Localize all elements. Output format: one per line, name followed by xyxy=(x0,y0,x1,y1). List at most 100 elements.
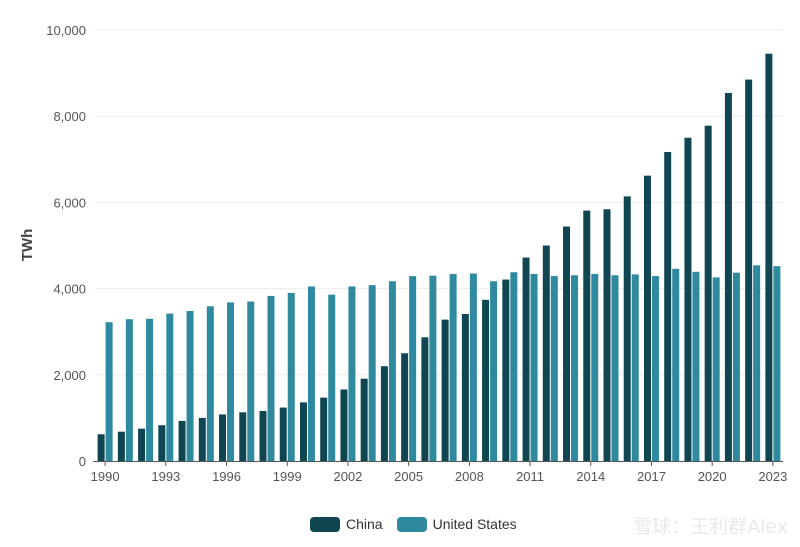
bar-china-2022[interactable] xyxy=(745,79,753,461)
bar-china-2015[interactable] xyxy=(603,209,611,461)
bar-china-1992[interactable] xyxy=(138,428,146,461)
bar-united-states-2015[interactable] xyxy=(611,275,619,461)
bar-china-2003[interactable] xyxy=(360,378,368,461)
bar-china-2023[interactable] xyxy=(765,53,773,461)
x-tick-label: 2020 xyxy=(698,469,727,484)
bar-china-1990[interactable] xyxy=(97,434,105,461)
bar-china-2013[interactable] xyxy=(563,226,571,461)
x-axis: 1990 1993 1996 1999 2002 2005 2008 2011 2014 2017… xyxy=(91,461,787,484)
bar-china-2008[interactable] xyxy=(461,314,469,461)
legend-item-united-states[interactable]: United States xyxy=(396,516,517,532)
bar-united-states-2000[interactable] xyxy=(307,286,315,461)
bar-china-1991[interactable] xyxy=(117,431,125,461)
bar-china-2007[interactable] xyxy=(441,319,449,461)
legend-label-china: China xyxy=(346,516,383,532)
y-axis: 0 2,000 4,000 6,000 8,000 10,000 xyxy=(46,23,86,469)
bar-china-1996[interactable] xyxy=(219,414,227,461)
bar-united-states-1991[interactable] xyxy=(125,319,133,461)
bar-united-states-2007[interactable] xyxy=(449,273,457,461)
bar-united-states-2008[interactable] xyxy=(469,273,477,461)
grid-lines xyxy=(95,29,783,376)
bar-united-states-2010[interactable] xyxy=(510,272,518,461)
bar-united-states-2003[interactable] xyxy=(368,285,376,461)
bar-united-states-2019[interactable] xyxy=(692,271,700,461)
bar-united-states-2016[interactable] xyxy=(631,274,639,461)
x-tick-label: 2008 xyxy=(455,469,484,484)
bar-china-2000[interactable] xyxy=(299,402,307,461)
y-tick-label: 4,000 xyxy=(53,282,86,297)
bars xyxy=(97,53,781,462)
bar-united-states-2005[interactable] xyxy=(409,276,417,461)
bar-united-states-2017[interactable] xyxy=(651,276,659,461)
bar-china-1999[interactable] xyxy=(279,407,287,461)
bar-china-2009[interactable] xyxy=(482,299,490,461)
bar-china-2006[interactable] xyxy=(421,337,429,461)
bar-china-2014[interactable] xyxy=(583,210,591,461)
bar-united-states-2002[interactable] xyxy=(348,286,356,461)
x-tick-label: 2014 xyxy=(576,469,605,484)
bar-united-states-2023[interactable] xyxy=(773,266,781,461)
legend-label-united-states: United States xyxy=(432,516,517,532)
watermark: 雪球：王利群Alex xyxy=(633,516,788,538)
bar-china-2002[interactable] xyxy=(340,389,348,461)
legend-swatch-united-states xyxy=(396,516,427,532)
bar-united-states-2013[interactable] xyxy=(571,275,579,461)
bar-united-states-1995[interactable] xyxy=(206,306,214,461)
bar-united-states-1997[interactable] xyxy=(247,301,255,461)
bar-china-2018[interactable] xyxy=(664,151,672,461)
legend-swatch-china xyxy=(310,516,340,532)
bar-united-states-1999[interactable] xyxy=(287,292,295,461)
bar-china-1994[interactable] xyxy=(178,420,186,461)
x-tick-label: 2023 xyxy=(758,469,787,484)
bar-united-states-2009[interactable] xyxy=(490,281,498,461)
x-tick-label: 2011 xyxy=(516,469,544,484)
x-tick-label: 1999 xyxy=(273,469,302,484)
bar-china-2001[interactable] xyxy=(320,397,328,461)
x-tick-label: 1990 xyxy=(91,469,120,484)
bar-china-2005[interactable] xyxy=(401,353,409,461)
y-tick-label: 2,000 xyxy=(53,368,86,383)
bar-china-1995[interactable] xyxy=(198,417,206,461)
bar-united-states-2012[interactable] xyxy=(550,276,558,461)
bar-united-states-1990[interactable] xyxy=(105,322,113,461)
bar-united-states-2001[interactable] xyxy=(328,294,336,461)
bar-united-states-2020[interactable] xyxy=(712,277,720,461)
bar-china-1997[interactable] xyxy=(239,412,247,461)
bar-united-states-1993[interactable] xyxy=(166,313,174,461)
bar-china-2010[interactable] xyxy=(502,279,510,461)
bar-china-2021[interactable] xyxy=(724,92,732,462)
bar-china-2011[interactable] xyxy=(522,257,530,461)
bar-united-states-2006[interactable] xyxy=(429,275,437,461)
chart: 1990 1993 1996 1999 2002 2005 2008 2011 2014 2017… xyxy=(19,23,787,484)
bar-china-2019[interactable] xyxy=(684,137,692,461)
bar-united-states-1992[interactable] xyxy=(146,318,154,461)
legend-item-china[interactable]: China xyxy=(310,516,383,532)
y-axis-title: TWh xyxy=(19,229,36,261)
y-tick-label: 8,000 xyxy=(53,109,86,124)
bar-united-states-1998[interactable] xyxy=(267,295,275,461)
bar-united-states-2018[interactable] xyxy=(672,268,680,461)
bar-united-states-1996[interactable] xyxy=(227,302,235,461)
bar-china-2020[interactable] xyxy=(704,125,712,461)
legend: China United States xyxy=(310,516,531,532)
x-tick-label: 2017 xyxy=(637,469,666,484)
bar-united-states-2022[interactable] xyxy=(753,265,761,461)
x-tick-label: 2005 xyxy=(394,469,423,484)
bar-china-1998[interactable] xyxy=(259,411,267,461)
bar-united-states-2011[interactable] xyxy=(530,273,538,461)
bar-china-2004[interactable] xyxy=(380,366,388,461)
bar-united-states-2021[interactable] xyxy=(732,272,740,461)
bar-china-1993[interactable] xyxy=(158,425,166,461)
bar-china-2016[interactable] xyxy=(623,196,631,461)
bar-united-states-2004[interactable] xyxy=(388,281,396,461)
bar-china-2012[interactable] xyxy=(542,245,550,462)
y-tick-label: 6,000 xyxy=(53,195,86,210)
x-tick-label: 1993 xyxy=(151,469,180,484)
y-tick-label: 0 xyxy=(79,454,86,469)
x-tick-label: 2002 xyxy=(333,469,362,484)
x-tick-label: 1996 xyxy=(212,469,241,484)
y-tick-label: 10,000 xyxy=(46,23,86,38)
bar-united-states-1994[interactable] xyxy=(186,311,194,461)
bar-china-2017[interactable] xyxy=(643,175,651,462)
bar-united-states-2014[interactable] xyxy=(591,273,599,461)
